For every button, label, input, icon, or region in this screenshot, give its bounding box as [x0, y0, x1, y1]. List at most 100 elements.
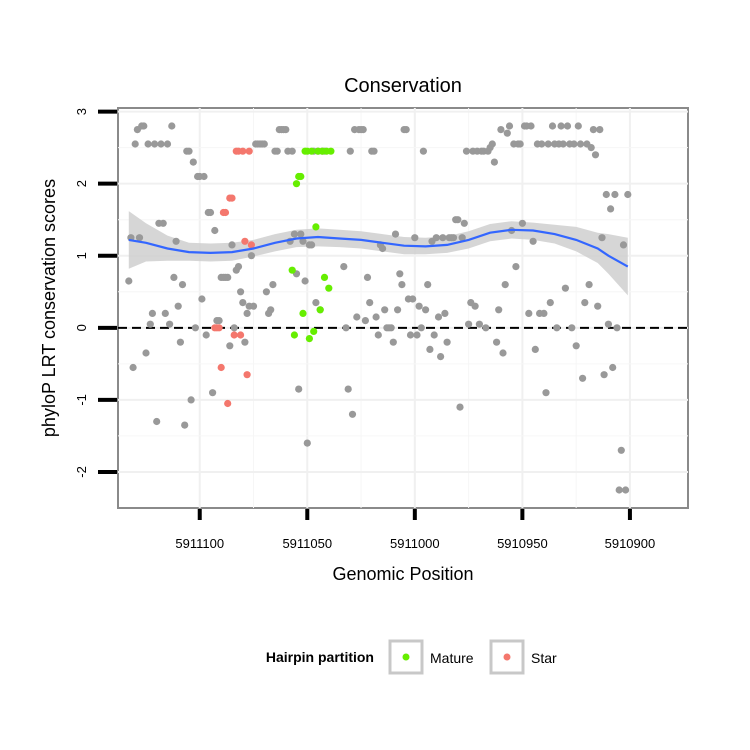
point-other: [157, 140, 165, 148]
point-mature: [308, 147, 316, 155]
point-other: [234, 263, 243, 271]
point-other: [187, 396, 195, 404]
point-other: [348, 410, 357, 418]
point-star: [245, 147, 253, 155]
point-mature: [292, 180, 301, 188]
point-other: [178, 281, 187, 289]
point-star: [224, 399, 232, 408]
point-other: [548, 122, 557, 130]
point-mature: [305, 335, 313, 343]
point-other: [456, 403, 464, 411]
point-other: [516, 140, 524, 148]
point-mature: [327, 147, 335, 155]
point-other: [424, 281, 432, 289]
axis-ticks: 5911100 5911050 5911000 5910950 5910900 -2 -1 0…: [74, 108, 655, 551]
smooth-confidence-band: [128, 211, 628, 296]
point-other: [189, 158, 197, 166]
point-other: [168, 122, 176, 130]
point-other: [151, 140, 159, 148]
point-other: [482, 324, 490, 332]
point-other: [596, 126, 604, 134]
point-star: [243, 371, 251, 379]
point-other: [228, 241, 236, 249]
x-tick-label: 5910900: [605, 536, 656, 551]
point-other: [439, 234, 447, 242]
point-other: [411, 234, 419, 242]
point-mature: [325, 284, 333, 292]
point-other: [488, 140, 496, 148]
point-other: [460, 219, 468, 227]
y-tick-label: 3: [74, 108, 89, 115]
point-other: [269, 281, 277, 289]
legend-title: Hairpin partition: [266, 649, 374, 665]
point-other: [581, 299, 589, 307]
point-other: [299, 237, 307, 245]
point-other: [512, 263, 520, 271]
point-other: [159, 219, 167, 227]
point-other: [422, 306, 430, 314]
point-other: [563, 122, 572, 130]
point-other: [288, 147, 296, 155]
point-other: [544, 140, 552, 148]
point-other: [406, 331, 415, 339]
point-other: [503, 129, 511, 137]
point-star: [217, 363, 225, 372]
point-mature: [290, 331, 298, 339]
point-other: [185, 147, 193, 155]
point-other: [361, 317, 369, 325]
point-other: [396, 270, 404, 278]
point-other: [243, 309, 251, 317]
point-other: [538, 140, 546, 148]
point-other: [374, 331, 382, 339]
x-axis-label: Genomic Position: [332, 564, 473, 584]
y-axis-label: phyloP LRT conservation scores: [39, 179, 59, 437]
point-other: [209, 389, 217, 397]
point-other: [379, 244, 387, 253]
point-other: [226, 342, 234, 350]
chart-title: Conservation: [344, 75, 462, 97]
point-other: [363, 273, 372, 281]
point-other: [174, 302, 182, 310]
point-other: [409, 295, 417, 303]
point-other: [389, 338, 397, 346]
point-other: [211, 226, 219, 235]
point-mature: [316, 306, 324, 314]
point-star: [230, 331, 238, 339]
point-other: [598, 234, 606, 242]
point-other: [415, 302, 423, 310]
point-other: [594, 302, 602, 310]
point-other: [237, 288, 245, 296]
point-other: [542, 389, 550, 397]
y-tick-label: 1: [74, 252, 89, 259]
point-other: [572, 342, 580, 350]
point-other: [131, 140, 139, 148]
point-other: [557, 122, 565, 130]
point-other: [441, 309, 449, 317]
point-other: [172, 237, 180, 245]
y-tick-label: -2: [74, 466, 89, 478]
point-other: [434, 313, 443, 321]
point-other: [191, 324, 199, 332]
point-other: [262, 288, 270, 296]
point-other: [617, 446, 625, 454]
point-other: [585, 281, 593, 289]
point-other: [518, 219, 527, 227]
point-other: [372, 313, 380, 321]
point-other: [454, 216, 462, 224]
point-other: [529, 237, 537, 245]
point-other: [462, 147, 471, 155]
point-other: [589, 126, 598, 134]
legend-swatch-star: [503, 653, 511, 661]
point-other: [129, 363, 137, 372]
point-other: [161, 309, 169, 317]
point-other: [247, 252, 255, 260]
point-star: [228, 194, 236, 202]
point-other: [398, 281, 406, 289]
point-other: [394, 306, 402, 314]
point-other: [181, 421, 189, 429]
point-other: [353, 313, 361, 321]
x-tick-label: 5911050: [282, 536, 332, 551]
point-other: [260, 140, 268, 148]
point-other: [600, 371, 608, 379]
point-other: [449, 234, 458, 242]
